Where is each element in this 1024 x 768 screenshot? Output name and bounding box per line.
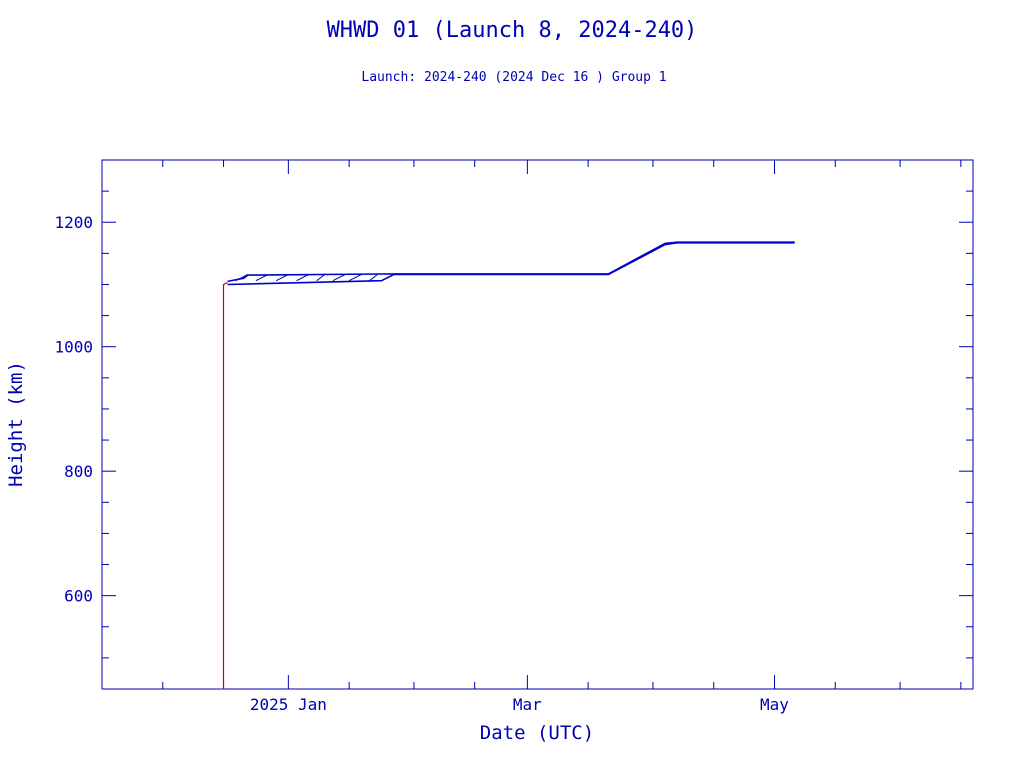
y-axis-label: Height (km) bbox=[5, 361, 27, 487]
hatch-stroke bbox=[255, 274, 269, 282]
x-axis: 2025 Jan Mar May bbox=[162, 160, 962, 714]
y-axis: 600 800 1000 1200 bbox=[54, 159, 973, 690]
hatch-stroke bbox=[369, 274, 378, 282]
x-tick-label: 2025 Jan bbox=[250, 695, 327, 714]
x-tick-label: Mar bbox=[513, 695, 542, 714]
y-tick-label: 1000 bbox=[54, 338, 93, 357]
y-tick-label: 800 bbox=[64, 462, 93, 481]
plot-area bbox=[222, 241, 795, 689]
hatch-stroke bbox=[275, 274, 289, 282]
x-axis-label: Date (UTC) bbox=[480, 722, 594, 744]
hatch-stroke bbox=[235, 274, 249, 282]
plot-frame bbox=[101, 159, 974, 690]
hatch-stroke bbox=[348, 274, 362, 282]
height-line bbox=[227, 242, 795, 286]
hatch-stroke bbox=[332, 274, 346, 282]
y-tick-label: 1200 bbox=[54, 213, 93, 232]
ascent-line bbox=[222, 282, 228, 689]
hatch-stroke bbox=[296, 274, 309, 282]
hatch-stroke bbox=[316, 274, 326, 282]
chart-title: WHWD 01 (Launch 8, 2024-240) bbox=[327, 18, 698, 43]
x-tick-label: May bbox=[760, 695, 789, 714]
chart-subtitle: Launch: 2024-240 (2024 Dec 16 ) Group 1 bbox=[361, 70, 666, 85]
y-tick-label: 600 bbox=[64, 587, 93, 606]
height-line bbox=[227, 241, 795, 283]
